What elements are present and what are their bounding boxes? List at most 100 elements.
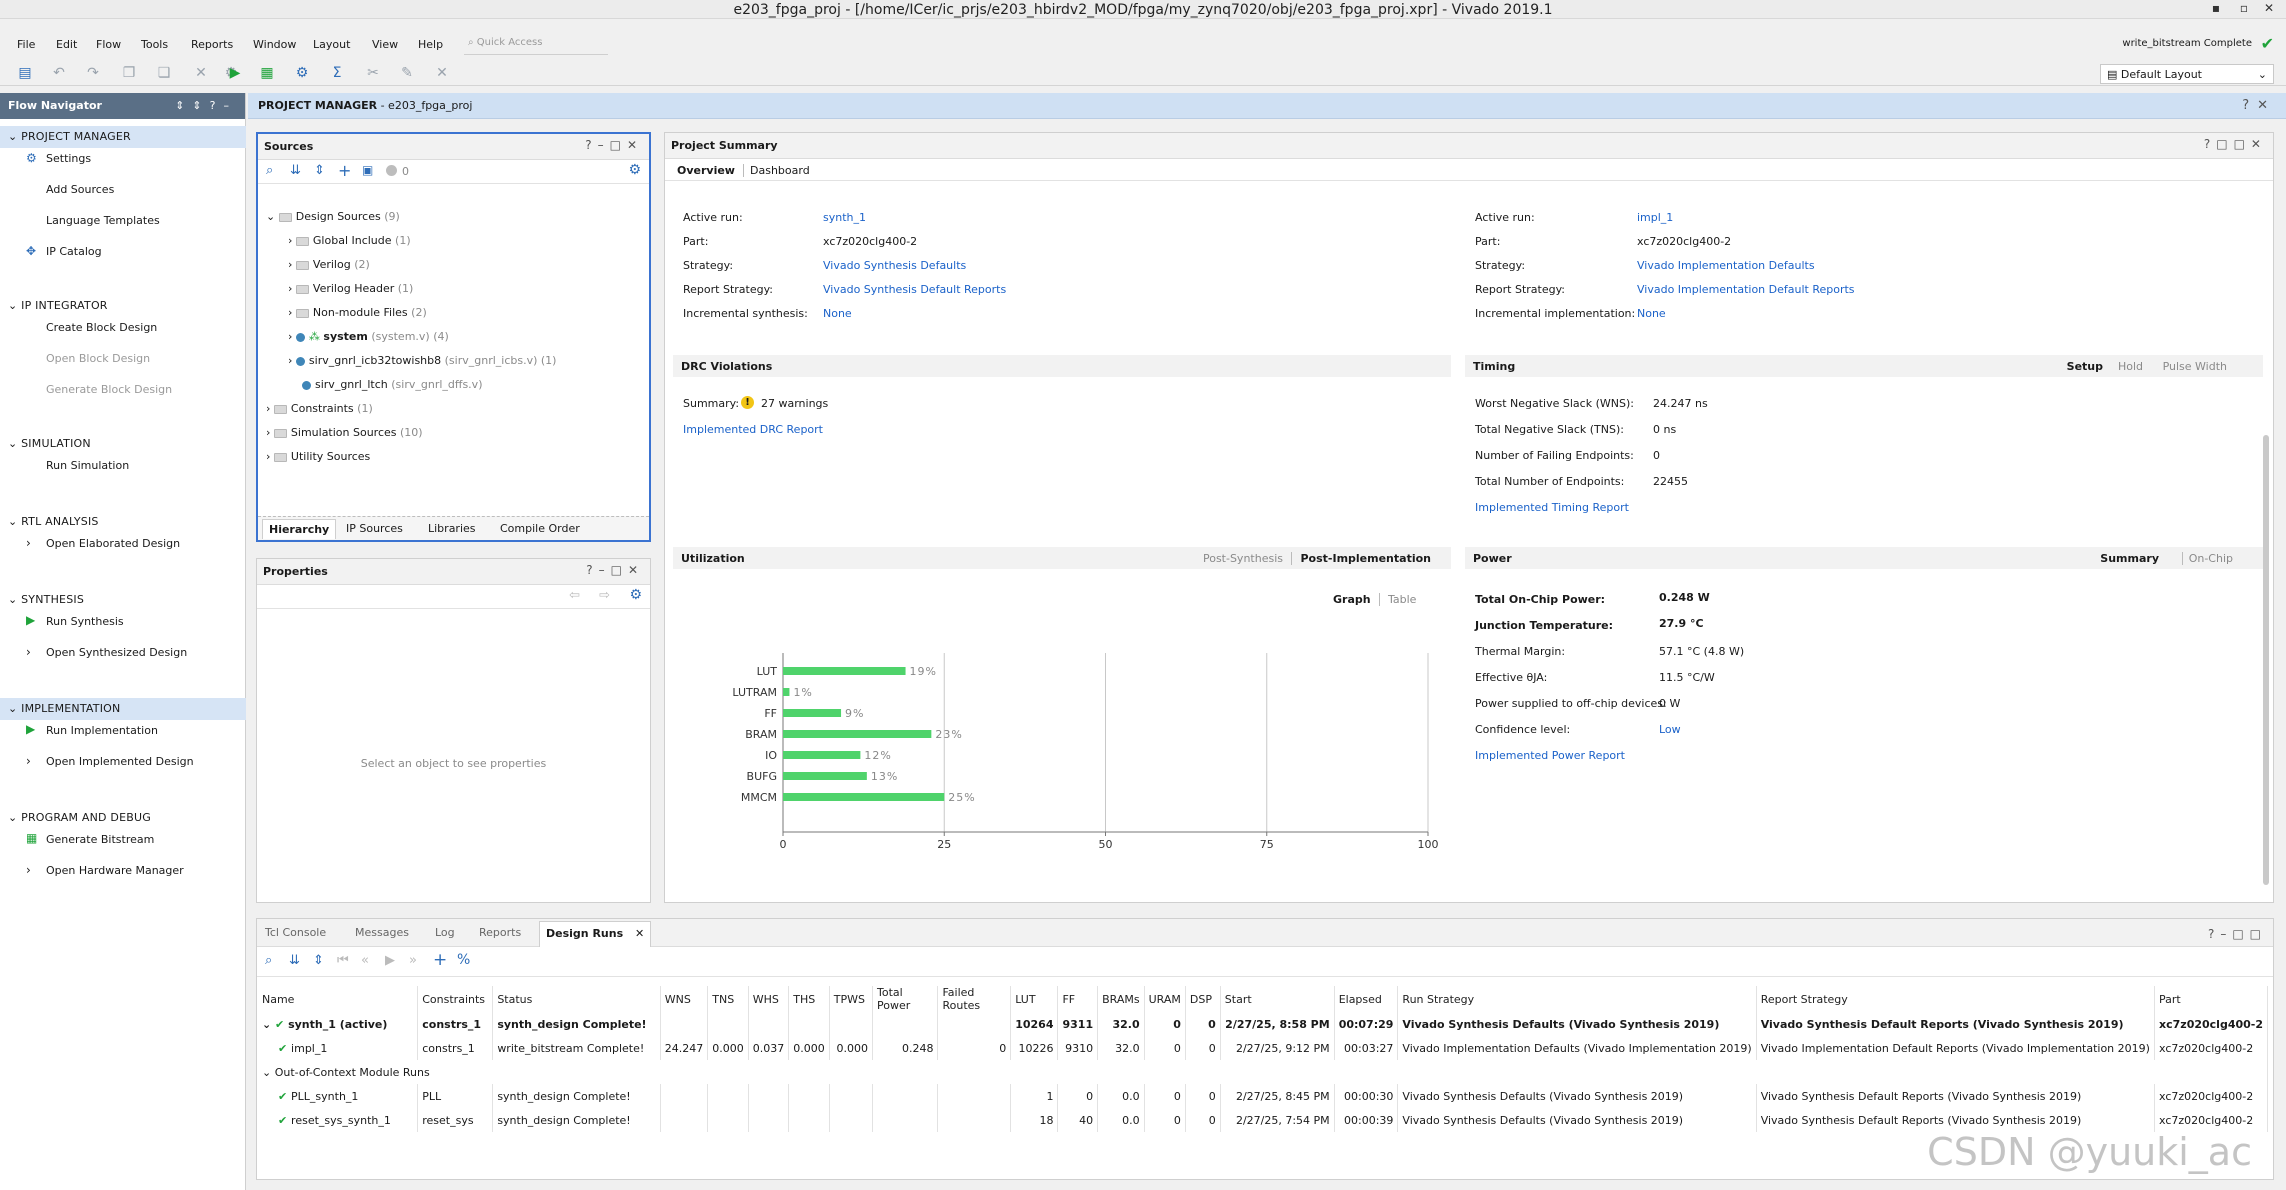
nav-add-sources[interactable]: Add Sources [46, 183, 115, 196]
pm-bar-controls-icon[interactable]: ?✕ [2242, 98, 2276, 113]
col-header[interactable]: Constraints [417, 986, 494, 1012]
tree-node[interactable]: ⌄ Design Sources (9) [266, 210, 400, 223]
tree-node[interactable]: sirv_gnrl_ltch (sirv_gnrl_dffs.v) [302, 378, 482, 391]
col-header[interactable]: LUT [1010, 986, 1059, 1012]
tree-node[interactable]: › Utility Sources [266, 450, 370, 463]
cancel-icon[interactable]: ✕ [436, 65, 448, 81]
tab-compile-order[interactable]: Compile Order [500, 522, 580, 535]
menu-tools[interactable]: Tools [141, 38, 169, 51]
add-icon[interactable]: + [338, 161, 352, 180]
tab-ip-sources[interactable]: IP Sources [346, 522, 403, 535]
first-icon[interactable]: ⏮ [337, 953, 349, 968]
tree-node[interactable]: › sirv_gnrl_icb32towishb8 (sirv_gnrl_icb… [288, 354, 556, 367]
col-header[interactable]: BRAMs [1097, 986, 1145, 1012]
sigma-icon[interactable]: Σ [332, 65, 342, 81]
table-row[interactable]: ⌄ ✔ synth_1 (active) constrs_1 synth_desig… [258, 1012, 2268, 1036]
collapse-all-icon[interactable]: ⇊ [290, 163, 301, 178]
col-header[interactable]: Elapsed [1334, 986, 1399, 1012]
col-header[interactable]: Run Strategy [1397, 986, 1757, 1012]
tab-post-implementation[interactable]: Post-Implementation [1291, 552, 1431, 565]
menu-window[interactable]: Window [253, 38, 297, 51]
quick-access-input[interactable]: ⌕ Quick Access [464, 37, 608, 55]
nav-open-elaborated-design[interactable]: Open Elaborated Design [46, 537, 181, 550]
power-report-link[interactable]: Implemented Power Report [1475, 749, 1625, 762]
nav-open-synthesized-design[interactable]: Open Synthesized Design [46, 646, 188, 659]
panel-controls-icon[interactable]: ?–□□ [2207, 927, 2267, 941]
menu-help[interactable]: Help [418, 38, 444, 51]
paste-icon[interactable]: ❏ [157, 65, 171, 81]
maximize-icon[interactable]: ▫ [2239, 1, 2248, 15]
group-header[interactable]: ⌄ IP INTEGRATOR [0, 295, 246, 317]
add-icon[interactable]: + [433, 950, 448, 970]
tree-node[interactable]: › Simulation Sources (10) [266, 426, 423, 439]
synth-active-run-link[interactable]: synth_1 [823, 211, 866, 224]
menu-edit[interactable]: Edit [56, 38, 78, 51]
col-header[interactable]: URAM [1144, 986, 1186, 1012]
nav-language-templates[interactable]: Language Templates [46, 214, 160, 227]
nav-open-implemented-design[interactable]: Open Implemented Design [46, 755, 194, 768]
col-header[interactable]: THS [788, 986, 830, 1012]
col-header[interactable]: Status [492, 986, 661, 1012]
tab-on-chip[interactable]: On-Chip [2181, 552, 2233, 565]
tab-libraries[interactable]: Libraries [428, 522, 476, 535]
timing-report-link[interactable]: Implemented Timing Report [1475, 501, 1629, 514]
menu-reports[interactable]: Reports [191, 38, 234, 51]
tree-node[interactable]: › Verilog (2) [288, 258, 370, 271]
tab-messages[interactable]: Messages [355, 926, 409, 939]
wand-icon[interactable]: ✎ [401, 65, 413, 81]
tree-node[interactable]: › ⁂ system (system.v) (4) [288, 330, 449, 343]
settings-toolbar-icon[interactable]: ⚙ [224, 65, 238, 81]
tree-node[interactable]: › Non-module Files (2) [288, 306, 427, 319]
tree-node[interactable]: › Constraints (1) [266, 402, 373, 415]
minimize-icon[interactable]: ▪ [2211, 1, 2220, 15]
tab-post-synthesis[interactable]: Post-Synthesis [1202, 552, 1283, 565]
table-row[interactable]: ⌄ Out-of-Context Module Runs [258, 1060, 2268, 1084]
copy-icon[interactable]: ❐ [122, 65, 136, 81]
group-header[interactable]: ⌄ PROJECT MANAGER [0, 126, 246, 148]
tab-reports[interactable]: Reports [479, 926, 522, 939]
table-row[interactable]: ✔ impl_1 constrs_1 write_bitstream Complet… [258, 1036, 2268, 1060]
tab-dashboard[interactable]: Dashboard [743, 164, 810, 177]
synth-incr-link[interactable]: None [823, 307, 852, 320]
tab-table[interactable]: Table [1379, 593, 1416, 606]
tab-setup[interactable]: Setup [2066, 360, 2103, 373]
nav-create-block-design[interactable]: Create Block Design [46, 321, 158, 334]
panel-controls-icon[interactable]: ?–□✕ [586, 563, 644, 577]
nav-open-block-design[interactable]: Open Block Design [46, 352, 151, 365]
synth-report-link[interactable]: Vivado Synthesis Default Reports [823, 283, 1007, 296]
run-icon[interactable]: ▶ [229, 65, 241, 81]
menu-flow[interactable]: Flow [96, 38, 122, 51]
nav-run-simulation[interactable]: Run Simulation [46, 459, 130, 472]
impl-incr-link[interactable]: None [1637, 307, 1666, 320]
col-header[interactable]: Total Power [872, 986, 939, 1012]
program-icon[interactable]: ▦ [260, 65, 274, 81]
gear-icon[interactable]: ⚙ [628, 162, 641, 178]
tab-hold[interactable]: Hold [2117, 360, 2143, 373]
panel-controls-icon[interactable]: ?–□✕ [585, 138, 643, 152]
menu-layout[interactable]: Layout [313, 38, 351, 51]
delete-icon[interactable]: ✕ [195, 65, 207, 81]
col-header[interactable]: Part [2154, 986, 2268, 1012]
menu-view[interactable]: View [372, 38, 399, 51]
tab-tcl-console[interactable]: Tcl Console [265, 926, 327, 939]
impl-active-run-link[interactable]: impl_1 [1637, 211, 1674, 224]
menu-file[interactable]: File [17, 38, 36, 51]
table-row[interactable]: ✔ PLL_synth_1 PLL synth_design Complete! 1 0… [258, 1084, 2268, 1108]
flow-nav-controls-icon[interactable]: ⇕⇕?– [175, 99, 237, 112]
tree-node[interactable]: › Global Include (1) [288, 234, 411, 247]
gear-icon[interactable]: ⚙ [629, 587, 642, 603]
nav-run-implementation[interactable]: Run Implementation [46, 724, 158, 737]
col-header[interactable]: DSP [1185, 986, 1221, 1012]
tab-pulse-width[interactable]: Pulse Width [2162, 360, 2227, 373]
search-icon[interactable]: ⌕ [266, 163, 274, 178]
cross-probe-icon[interactable]: ✂ [367, 65, 379, 81]
group-header[interactable]: ⌄ SYNTHESIS [0, 589, 246, 611]
drc-report-link[interactable]: Implemented DRC Report [683, 423, 823, 436]
nav-run-synthesis[interactable]: Run Synthesis [46, 615, 124, 628]
play-icon[interactable]: ▶ [385, 953, 395, 968]
fast-forward-icon[interactable]: » [409, 953, 417, 968]
group-header[interactable]: ⌄ IMPLEMENTATION [0, 698, 246, 720]
expand-icon[interactable]: ⌄ [262, 1017, 276, 1031]
impl-strategy-link[interactable]: Vivado Implementation Defaults [1637, 259, 1815, 272]
group-header[interactable]: ⌄ SIMULATION [0, 433, 246, 455]
